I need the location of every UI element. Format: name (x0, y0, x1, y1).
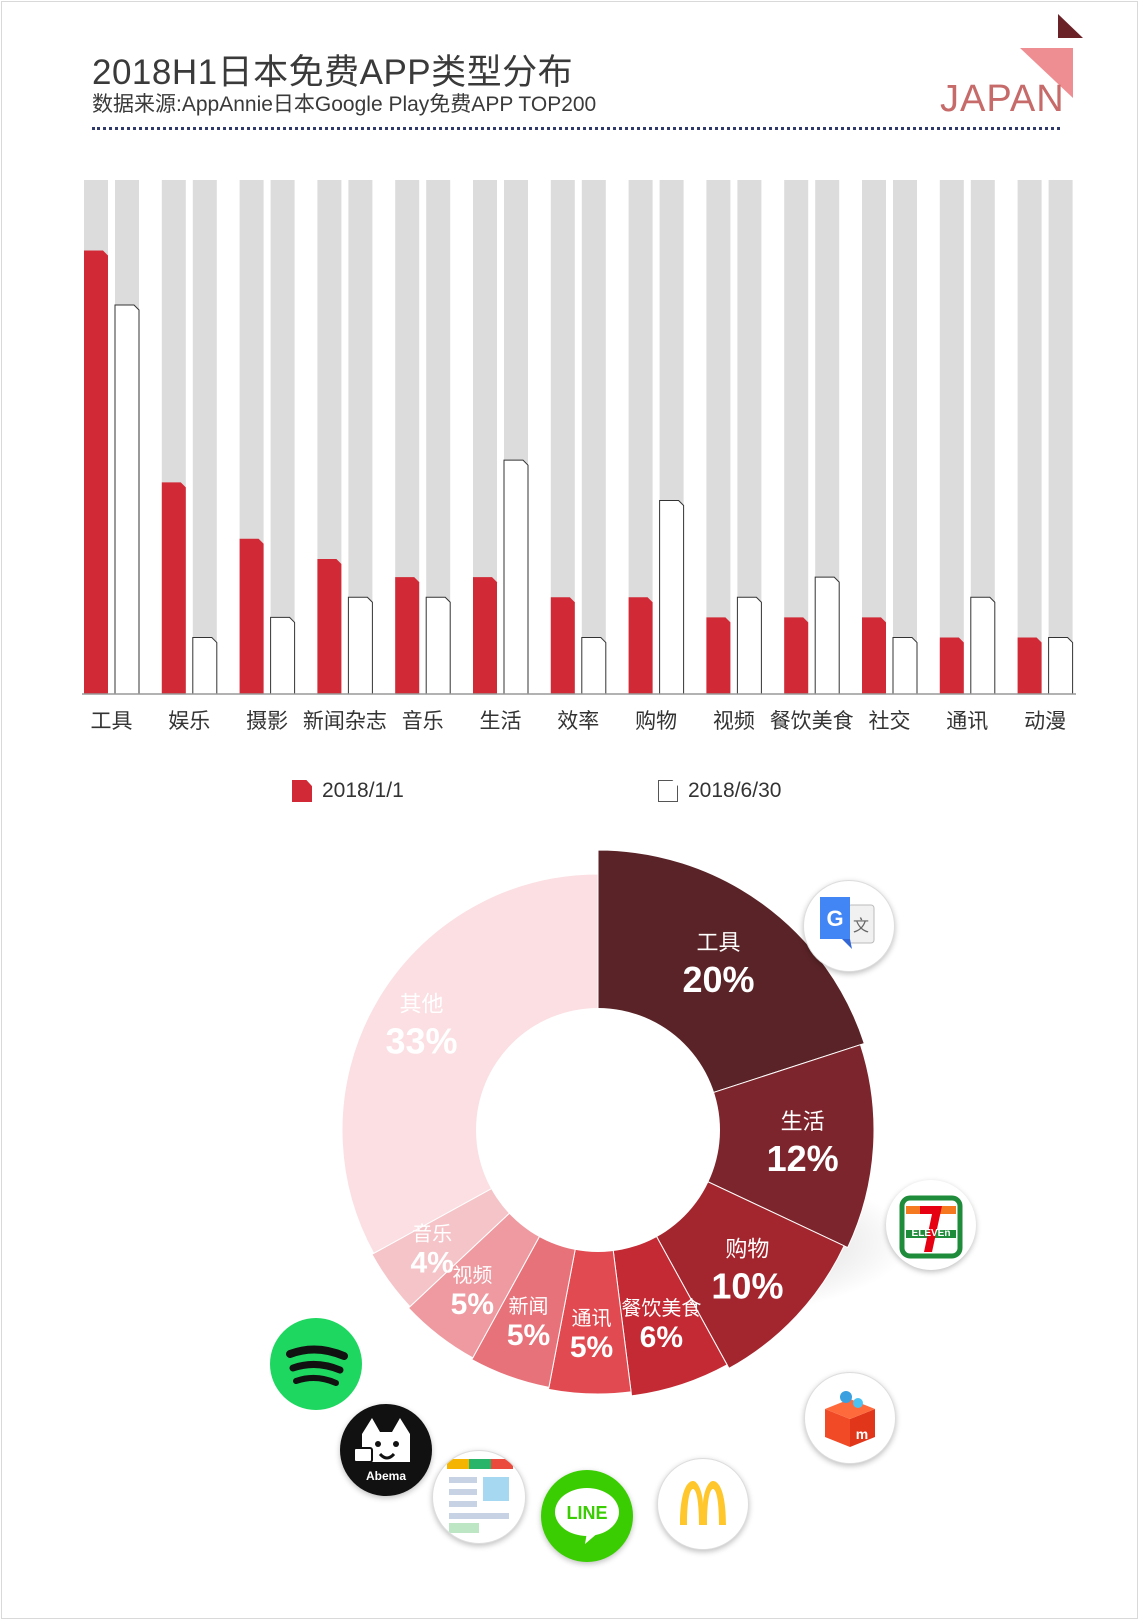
x-tick-label: 社交 (869, 709, 911, 733)
slice-value-label: 6% (640, 1321, 683, 1354)
slice-label: 其他 (400, 993, 444, 1018)
x-tick-label: 效率 (557, 709, 599, 733)
slice-label: 生活 (781, 1110, 825, 1135)
slice-value-label: 4% (410, 1246, 453, 1279)
bar-background (862, 180, 886, 694)
legend-label: 2018/6/30 (688, 779, 782, 802)
bar-background (784, 180, 809, 694)
bar-2018-1-1 (84, 250, 108, 695)
slice-value-label: 10% (711, 1265, 783, 1306)
seven-eleven-icon: ELEVEn (886, 1180, 976, 1270)
line-icon: LINE (541, 1470, 633, 1562)
x-tick-label: 摄影 (246, 709, 288, 733)
bar-background (270, 180, 295, 694)
x-tick-label: 餐饮美食 (770, 709, 854, 733)
x-tick-label: 新闻杂志 (303, 709, 387, 733)
x-tick-label: 娱乐 (168, 709, 210, 733)
legend-label: 2018/1/1 (322, 779, 404, 802)
google-translate-icon: 文 G (803, 880, 895, 972)
bar-2018-1-1 (706, 617, 731, 694)
svg-text:文: 文 (853, 916, 869, 935)
svg-text:Abema: Abema (366, 1469, 406, 1483)
bar-2018-1-1 (395, 577, 420, 694)
abematv-icon: Abema (340, 1404, 432, 1496)
news-app-icon (432, 1450, 526, 1544)
slice-value-label: 12% (767, 1138, 839, 1179)
x-tick-label: 购物 (635, 709, 677, 733)
slice-label: 购物 (725, 1237, 769, 1262)
bar-2018-1-1 (939, 637, 964, 694)
mcdonalds-icon (657, 1458, 749, 1550)
bar-2018-1-1 (628, 597, 653, 694)
bar-background (939, 180, 964, 694)
donut-hole (476, 1008, 720, 1252)
legend-swatch-white (658, 780, 678, 802)
bar-2018-1-1 (473, 577, 497, 694)
x-tick-label: 工具 (91, 709, 133, 733)
bar-background (581, 180, 606, 694)
x-tick-label: 视频 (713, 709, 755, 733)
bar-background (893, 180, 917, 694)
bar-background (706, 180, 731, 694)
donut-slice (547, 1129, 632, 1395)
slice-value-label: 33% (386, 1021, 458, 1062)
x-tick-label: 通讯 (946, 709, 988, 733)
slice-label: 新闻 (509, 1294, 549, 1318)
chart-subtitle: 数据来源:AppAnnie日本Google Play免费APP TOP200 (92, 93, 597, 116)
svg-text:m: m (856, 1426, 868, 1442)
bar-2018-1-1 (239, 538, 264, 694)
spotify-icon (270, 1318, 362, 1410)
bar-chart: 工具 娱乐 摄影 新闻杂志 音乐 生活 效率 购物 视频 餐饮美食 社交 通讯 动漫 (82, 180, 1076, 733)
bar-2018-1-1 (161, 482, 186, 694)
donut-slice (596, 1044, 875, 1249)
legend-swatch-red (292, 780, 312, 802)
svg-text:ELEVEn: ELEVEn (912, 1228, 951, 1239)
legend-item-2018-1-1: 2018/1/1 (292, 779, 404, 803)
mercari-icon: m (804, 1372, 896, 1464)
x-tick-label: 动漫 (1024, 709, 1066, 733)
header-divider (92, 127, 1060, 130)
bar-background (192, 180, 217, 694)
bar-2018-1-1 (550, 597, 575, 694)
legend-item-2018-6-30: 2018/6/30 (658, 779, 781, 803)
region-label: JAPAN (940, 78, 1065, 120)
x-tick-label: 音乐 (402, 709, 444, 733)
slice-label: 视频 (452, 1263, 492, 1287)
slice-label: 音乐 (412, 1221, 452, 1245)
bar-background (1017, 180, 1042, 694)
x-tick-label: 生活 (480, 709, 522, 733)
bar-2018-1-1 (1017, 637, 1042, 694)
slice-label: 通讯 (572, 1306, 612, 1330)
slice-value-label: 20% (682, 959, 754, 1000)
bar-2018-1-1 (317, 558, 342, 694)
region-corner-mark (1020, 14, 1083, 98)
bar-2018-1-1 (784, 617, 809, 694)
bar-background (1048, 180, 1073, 694)
slice-value-label: 5% (451, 1288, 494, 1321)
svg-text:G: G (826, 906, 843, 931)
bar-2018-1-1 (862, 617, 886, 694)
svg-text:LINE: LINE (566, 1503, 607, 1523)
chart-title: 2018H1日本免费APP类型分布 (92, 53, 574, 92)
slice-value-label: 5% (570, 1331, 613, 1364)
slice-value-label: 5% (507, 1319, 550, 1352)
slice-label: 工具 (696, 931, 740, 956)
slice-label: 餐饮美食 (621, 1296, 701, 1320)
